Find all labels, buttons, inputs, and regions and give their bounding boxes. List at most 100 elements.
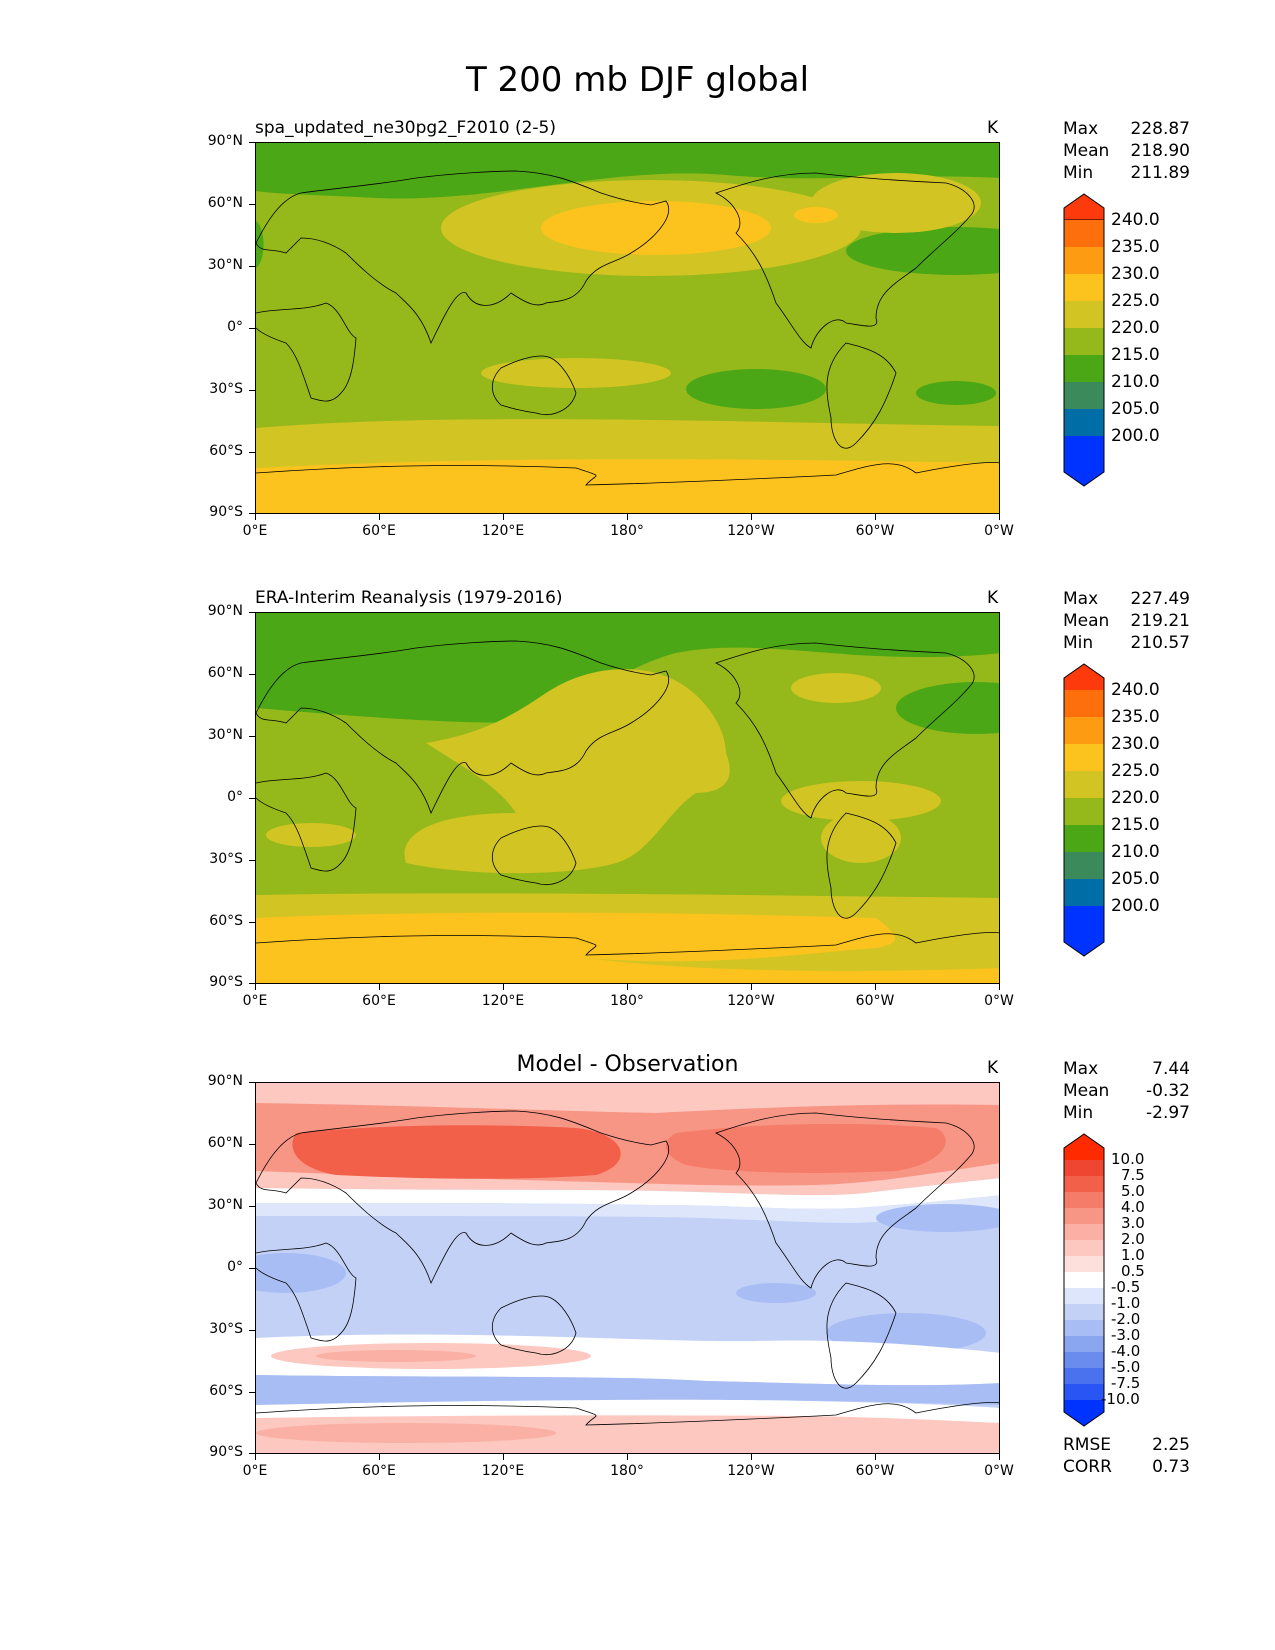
colorbar-tick-label: 2.0 — [1121, 1230, 1145, 1248]
colorbar-segment — [1064, 1192, 1104, 1208]
stat-max: 227.49 — [1130, 589, 1190, 609]
colorbar-tick-label: 0.5 — [1121, 1262, 1145, 1280]
colorbar-segment — [1064, 274, 1104, 301]
atlantic-low — [896, 682, 999, 734]
colorbar-segment — [1064, 852, 1104, 879]
panel-title: Model - Observation — [516, 1052, 739, 1077]
colorbar-tick-label: -4.0 — [1111, 1342, 1141, 1360]
coastlines — [256, 1110, 999, 1426]
colorbar-extend-top — [1063, 193, 1105, 221]
lon-tick-label: 120°W — [727, 993, 775, 1009]
lat-tick-label: 90°S — [209, 974, 243, 990]
temperature-map — [255, 612, 1000, 984]
colorbar-extend-bottom — [1064, 436, 1104, 486]
lat-tick-label: 60°N — [207, 195, 243, 211]
lon-tick-label: 120°E — [481, 993, 525, 1009]
colorbar-segment — [1064, 1224, 1104, 1240]
lon-tick-label: 60°W — [855, 993, 895, 1009]
lat-tick-label: 90°N — [207, 603, 243, 619]
colorbar — [1063, 193, 1105, 487]
colorbar-segment — [1064, 1304, 1104, 1320]
stat-max: 7.44 — [1152, 1059, 1190, 1079]
colorbar-segment — [1064, 1256, 1104, 1272]
lat-tick-label: 30°S — [209, 1321, 243, 1337]
panel-model: spa_updated_ne30pg2_F2010 (2-5) K — [0, 118, 1275, 588]
panel-difference: Model - Observation K — [0, 1052, 1275, 1528]
lat-tick-label: 60°S — [209, 1383, 243, 1399]
sh-positive-2 — [316, 1350, 476, 1362]
colorbar-segment — [1064, 247, 1104, 274]
south-atlantic-low — [916, 381, 996, 405]
stats-block: Max 227.49 Mean 219.21 Min 210.57 — [1063, 588, 1190, 654]
lon-tick-label: 180° — [610, 1463, 644, 1479]
rmse-value: 2.25 — [1152, 1435, 1190, 1455]
lat-tick-label: 30°N — [207, 727, 243, 743]
stat-label: Max — [1063, 589, 1099, 609]
colorbar-tick-label: 215.0 — [1111, 815, 1160, 835]
colorbar-extend-bottom — [1064, 906, 1104, 956]
atlantic-low — [846, 227, 999, 275]
stat-mean: -0.32 — [1146, 1081, 1190, 1101]
nh-positive-3b — [665, 1123, 946, 1173]
colorbar-tick-label: 240.0 — [1111, 210, 1160, 230]
lat-tick-label: 0° — [227, 789, 243, 805]
coast-north-america — [714, 1112, 975, 1289]
south-pole-positive-2 — [256, 1423, 556, 1443]
lon-tick-label: 60°W — [855, 523, 895, 539]
colorbar-tick-label: 4.0 — [1121, 1198, 1145, 1216]
tropics-minus-1 — [256, 1253, 346, 1293]
tropics-minus-4 — [736, 1283, 816, 1303]
lat-tick-label: 90°N — [207, 133, 243, 149]
coast-north-america — [714, 642, 975, 819]
colorbar-tick-label: -3.0 — [1111, 1326, 1141, 1344]
colorbar-segment — [1064, 1320, 1104, 1336]
colorbar-tick-label: -5.0 — [1111, 1358, 1141, 1376]
lat-tick-label: 90°S — [209, 504, 243, 520]
coast-australia — [491, 355, 577, 415]
coast-australia — [491, 825, 577, 885]
coast-australia — [491, 1295, 577, 1355]
coast-south-america — [826, 342, 897, 449]
rmse-label: RMSE — [1063, 1435, 1112, 1455]
pacific-ridge-220 — [404, 669, 730, 874]
stats-block: Max 228.87 Mean 218.90 Min 211.89 — [1063, 118, 1190, 184]
colorbar-segment — [1064, 771, 1104, 798]
stat-mean: 218.90 — [1130, 141, 1190, 161]
colorbar-tick-label: 230.0 — [1111, 734, 1160, 754]
tropics-minus-2 — [876, 1204, 999, 1232]
stat-min: 211.89 — [1130, 163, 1190, 183]
stat-min: -2.97 — [1146, 1103, 1190, 1123]
lon-tick-label: 120°E — [481, 523, 525, 539]
coast-africa — [256, 772, 357, 872]
lon-tick-label: 180° — [610, 523, 644, 539]
colorbar-tick-label: 205.0 — [1111, 869, 1160, 889]
stat-max: 228.87 — [1130, 119, 1190, 139]
corr-label: CORR — [1063, 1457, 1112, 1477]
colorbar-segment — [1064, 1352, 1104, 1368]
colorbar-tick-label: 225.0 — [1111, 761, 1160, 781]
lon-tick-label: 60°W — [855, 1463, 895, 1479]
colorbar-segment — [1064, 355, 1104, 382]
coast-europe-asia — [256, 1110, 669, 1285]
southern-band-225 — [256, 459, 999, 513]
stat-label: Min — [1063, 1103, 1094, 1123]
colorbar-tick-label: -1.0 — [1111, 1294, 1141, 1312]
lon-tick-label: 60°E — [362, 993, 396, 1009]
lat-tick-label: 90°N — [207, 1073, 243, 1089]
coast-africa — [256, 302, 357, 402]
nh-zero-line — [256, 1178, 999, 1209]
lat-tick-label: 60°N — [207, 665, 243, 681]
stat-label: Min — [1063, 633, 1094, 653]
colorbar-segment — [1064, 328, 1104, 355]
lat-tick-label: 60°S — [209, 913, 243, 929]
stat-label: Max — [1063, 119, 1099, 139]
corr-value: 0.73 — [1152, 1457, 1190, 1477]
stat-label: Max — [1063, 1059, 1099, 1079]
colorbar-segment — [1064, 1272, 1104, 1288]
colorbar-tick-label: 5.0 — [1121, 1182, 1145, 1200]
colorbar-extend-top — [1064, 664, 1104, 690]
colorbar-segment — [1064, 1208, 1104, 1224]
lon-tick-label: 120°E — [481, 1463, 525, 1479]
colorbar-segment — [1064, 1336, 1104, 1352]
lon-tick-label: 0°W — [984, 1463, 1014, 1479]
